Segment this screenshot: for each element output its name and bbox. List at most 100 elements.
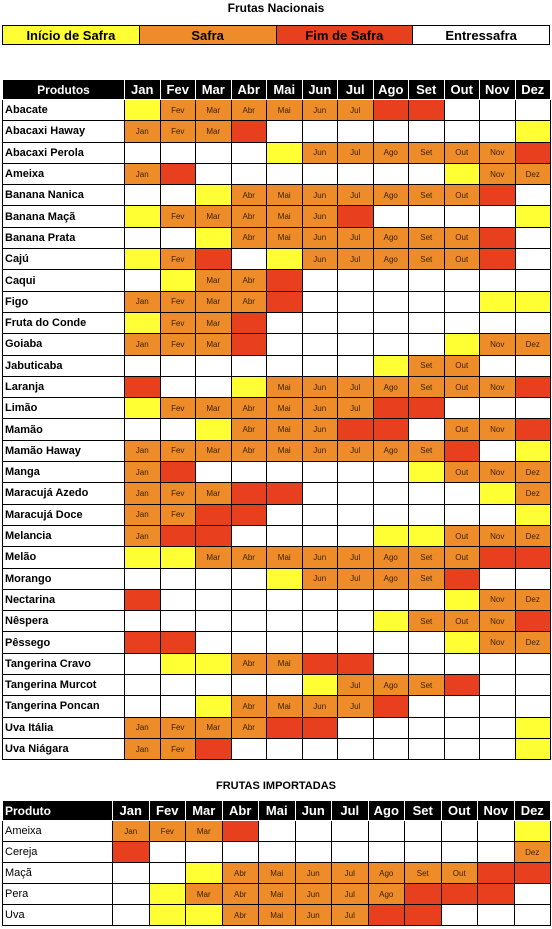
month-cell: Mar xyxy=(195,482,232,505)
month-cell: Ago xyxy=(372,141,409,164)
month-cell: Ago xyxy=(372,674,409,697)
month-cell xyxy=(479,695,516,718)
month-cell: Mar xyxy=(185,883,223,905)
month-cell xyxy=(513,862,551,884)
month-cell: Mai xyxy=(266,397,303,420)
month-cell xyxy=(258,820,296,842)
month-cell xyxy=(514,674,551,697)
month-cell xyxy=(408,205,445,228)
month-cell xyxy=(159,567,196,590)
month-cell xyxy=(124,375,161,399)
month-cell: Out xyxy=(443,226,480,250)
month-cell: Jul xyxy=(337,695,374,718)
month-cell xyxy=(195,652,232,676)
month-cell: Abr xyxy=(221,904,259,926)
month-cell xyxy=(408,737,445,761)
month-cell: Jan xyxy=(124,120,161,143)
month-column-header: Mar xyxy=(195,79,232,100)
month-cell: Mar xyxy=(185,820,223,842)
month-cell xyxy=(159,375,196,399)
month-cell xyxy=(372,98,409,122)
product-name: Maçã xyxy=(2,862,113,884)
month-cell xyxy=(230,737,267,761)
month-cell xyxy=(443,120,480,143)
month-cell xyxy=(440,820,478,842)
month-cell xyxy=(112,862,150,884)
month-cell xyxy=(185,862,223,884)
month-cell xyxy=(159,546,196,569)
product-name: Tangerina Cravo xyxy=(2,652,125,676)
legend-item: Início de Safra xyxy=(3,26,140,44)
month-cell xyxy=(301,461,338,484)
table-row: Pêssego Nov Dez xyxy=(2,631,551,654)
month-cell xyxy=(301,631,338,654)
month-cell xyxy=(301,311,338,335)
month-column-header: Mai xyxy=(258,800,296,821)
month-cell xyxy=(367,904,405,926)
month-cell xyxy=(230,333,267,356)
month-cell: Jul xyxy=(337,397,374,420)
month-cell: Mai xyxy=(266,418,303,441)
month-cell: Abr xyxy=(230,205,267,228)
month-cell xyxy=(195,248,232,271)
imported-fruits-title: FRUTAS IMPORTADAS xyxy=(216,780,336,792)
product-name: Goiaba xyxy=(2,333,125,356)
month-cell xyxy=(230,674,267,697)
month-cell xyxy=(301,333,338,356)
month-cell xyxy=(479,248,516,271)
table-row: Abacate Fev Mar Abr Mai Jun Jul xyxy=(2,98,551,122)
month-cell xyxy=(440,883,478,905)
month-cell: Jan xyxy=(124,716,161,739)
month-cell xyxy=(408,461,445,484)
month-cell: Nov xyxy=(479,461,516,484)
month-cell: Mai xyxy=(258,862,296,884)
month-cell xyxy=(479,98,516,122)
month-cell xyxy=(479,439,516,463)
month-cell xyxy=(124,141,161,164)
table-row: Cajú Fev Jun Jul Ago Set Out xyxy=(2,248,551,271)
national-fruits-title: Frutas Nacionais xyxy=(227,1,325,15)
month-cell xyxy=(337,205,374,228)
month-cell: Jul xyxy=(331,862,369,884)
month-cell: Jul xyxy=(337,375,374,399)
month-cell xyxy=(404,820,442,842)
month-cell: Mar xyxy=(195,120,232,143)
product-name: Limão xyxy=(2,397,125,420)
product-name: Uva Itália xyxy=(2,716,125,739)
month-cell: Dez xyxy=(514,461,551,484)
month-cell xyxy=(408,652,445,676)
month-cell xyxy=(408,524,445,548)
month-cell xyxy=(230,248,267,271)
month-cell xyxy=(443,588,480,612)
month-cell: Mai xyxy=(266,439,303,463)
month-cell xyxy=(408,333,445,356)
month-cell: Fev xyxy=(159,205,196,228)
month-cell: Jun xyxy=(301,397,338,420)
month-cell: Abr xyxy=(230,226,267,250)
month-cell xyxy=(337,333,374,356)
month-cell xyxy=(372,503,409,526)
month-cell xyxy=(266,120,303,143)
month-cell: Mar xyxy=(195,716,232,739)
month-cell: Nov xyxy=(479,162,516,186)
month-column-header: Set xyxy=(404,800,442,821)
month-column-header: Out xyxy=(440,800,478,821)
month-cell: Out xyxy=(443,354,480,377)
month-cell xyxy=(112,904,150,926)
month-cell: Jul xyxy=(337,546,374,569)
product-column-header: Produtos xyxy=(2,79,125,100)
month-cell xyxy=(124,205,161,228)
month-cell: Jun xyxy=(301,226,338,250)
month-cell xyxy=(195,695,232,718)
month-cell xyxy=(124,695,161,718)
month-cell xyxy=(477,820,515,842)
month-cell xyxy=(408,98,445,122)
month-cell xyxy=(514,567,551,590)
product-name: Ameixa xyxy=(2,162,125,186)
month-cell: Ago xyxy=(367,883,405,905)
month-cell xyxy=(479,716,516,739)
month-cell xyxy=(372,354,409,377)
month-cell xyxy=(230,162,267,186)
month-cell xyxy=(124,184,161,207)
month-column-header: Fev xyxy=(159,79,196,100)
